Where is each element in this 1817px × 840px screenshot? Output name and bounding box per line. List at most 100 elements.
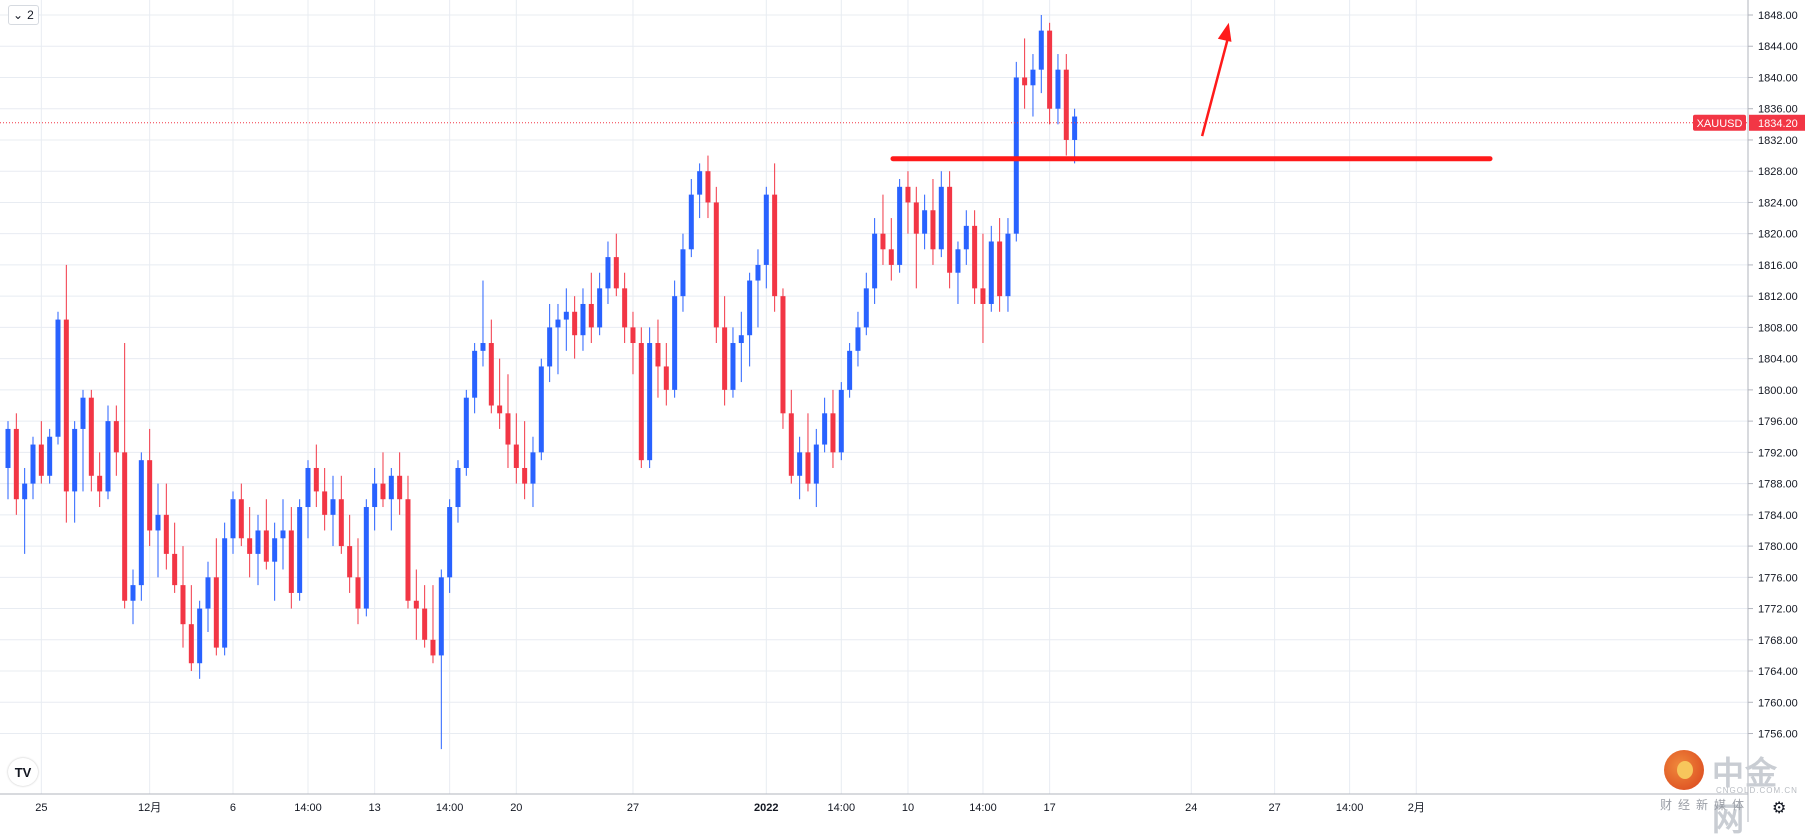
y-tick-label: 1780.00 — [1758, 541, 1798, 553]
x-tick-label: 14:00 — [1336, 802, 1364, 814]
candle-body — [22, 483, 28, 500]
candle-body — [397, 475, 403, 500]
candle-body — [738, 335, 744, 344]
y-tick-label: 1796.00 — [1758, 416, 1798, 428]
trend-arrow-shaft — [1200, 34, 1230, 137]
x-tick-label: 14:00 — [436, 802, 464, 814]
candle-body — [97, 475, 103, 492]
candle-body — [897, 186, 903, 265]
candle-body — [888, 249, 894, 265]
last-price-label: 1834.20 — [1758, 118, 1798, 130]
watermark-slogan: 财经新媒体 — [1660, 798, 1751, 812]
x-tick-label: 14:00 — [828, 802, 856, 814]
y-tick-label: 1824.00 — [1758, 197, 1798, 209]
candle-body — [672, 296, 678, 390]
candle-body — [1005, 233, 1011, 297]
y-tick-label: 1820.00 — [1758, 229, 1798, 241]
x-tick-label: 12月 — [138, 802, 161, 814]
axes: 1848.00 1844.00 1840.00 1836.00 1832.00 1828.… — [0, 0, 1805, 822]
candle-body — [947, 186, 953, 273]
x-tick-label: 20 — [510, 802, 522, 814]
candle-body — [680, 249, 686, 297]
candle-body — [838, 389, 844, 453]
y-tick-label: 1836.00 — [1758, 104, 1798, 116]
symbol-tag-bg — [1693, 114, 1746, 131]
candle-body — [805, 452, 811, 484]
candle-body — [1055, 69, 1061, 109]
x-tick-label: 27 — [627, 802, 639, 814]
candle-body — [113, 421, 119, 453]
candle-body — [830, 413, 836, 453]
y-tick-label: 1784.00 — [1758, 510, 1798, 522]
y-tick-label: 1776.00 — [1758, 572, 1798, 584]
candle-body — [380, 483, 386, 500]
interval-toggle-button[interactable]: ⌄ 2 — [8, 5, 39, 25]
candle-body — [688, 194, 694, 250]
symbol-tag: XAUUSD — [1693, 114, 1746, 131]
candle-body — [155, 514, 161, 531]
x-tick-label: 14:00 — [294, 802, 322, 814]
candle-body — [172, 553, 178, 586]
candle-body — [222, 538, 228, 648]
x-tick-label: 2月 — [1408, 802, 1425, 814]
x-tick-label: 25 — [35, 802, 47, 814]
candle-body — [788, 413, 794, 476]
candle-body — [72, 428, 78, 492]
candle-body — [705, 171, 711, 203]
gear-icon[interactable]: ⚙ — [1772, 800, 1787, 817]
candle-body — [13, 428, 19, 500]
candle-body — [388, 475, 394, 500]
candle-body — [422, 608, 428, 640]
y-tick-label: 1788.00 — [1758, 479, 1798, 491]
annotations — [0, 22, 1748, 162]
candle-body — [922, 210, 928, 234]
candle-body — [88, 397, 94, 476]
candle-body — [338, 499, 344, 547]
grid — [0, 0, 1748, 794]
x-tick-label: 24 — [1185, 802, 1197, 814]
candle-body — [197, 608, 203, 664]
candle-body — [930, 210, 936, 250]
candle-body — [55, 319, 61, 437]
y-tick-label: 1844.00 — [1758, 41, 1798, 53]
candle-body — [513, 444, 519, 468]
candle-body — [863, 288, 869, 328]
candle-body — [547, 327, 553, 367]
candle-body — [563, 311, 569, 320]
candle-body — [472, 350, 478, 398]
candle-body — [780, 296, 786, 414]
y-tick-label: 1848.00 — [1758, 10, 1798, 22]
y-tick-label: 1816.00 — [1758, 260, 1798, 272]
candle-body — [505, 413, 511, 445]
candle-body — [347, 546, 353, 578]
price-chart[interactable]: 1848.00 1844.00 1840.00 1836.00 1832.00 1828.… — [0, 0, 1817, 822]
candle-body — [438, 577, 444, 656]
candle-body — [413, 600, 419, 609]
candle-body — [5, 428, 11, 468]
candle-body — [1063, 69, 1069, 140]
x-tick-label: 27 — [1268, 802, 1280, 814]
candle-body — [480, 343, 486, 351]
trend-arrow-head — [1217, 22, 1232, 42]
candle-body — [38, 444, 44, 476]
candle-body — [122, 452, 128, 601]
y-tick-label: 1804.00 — [1758, 354, 1798, 366]
tradingview-logo-icon[interactable]: TV — [8, 758, 38, 786]
candle-body — [997, 241, 1003, 297]
candle-body — [130, 585, 136, 601]
candle-body — [488, 343, 494, 406]
candle-body — [755, 264, 761, 281]
candle-body — [247, 538, 253, 554]
candle-body — [963, 225, 969, 250]
x-tick-label: 6 — [230, 802, 236, 814]
candle-body — [905, 186, 911, 203]
candle-body — [538, 366, 544, 453]
candle-body — [730, 343, 736, 390]
candle-body — [63, 319, 69, 492]
cngold-logo-icon — [1664, 750, 1704, 790]
candle-body — [772, 194, 778, 297]
x-tick-label: 10 — [902, 802, 914, 814]
candle-body — [880, 233, 886, 250]
candle-body — [797, 452, 803, 476]
candle-body — [355, 577, 361, 609]
